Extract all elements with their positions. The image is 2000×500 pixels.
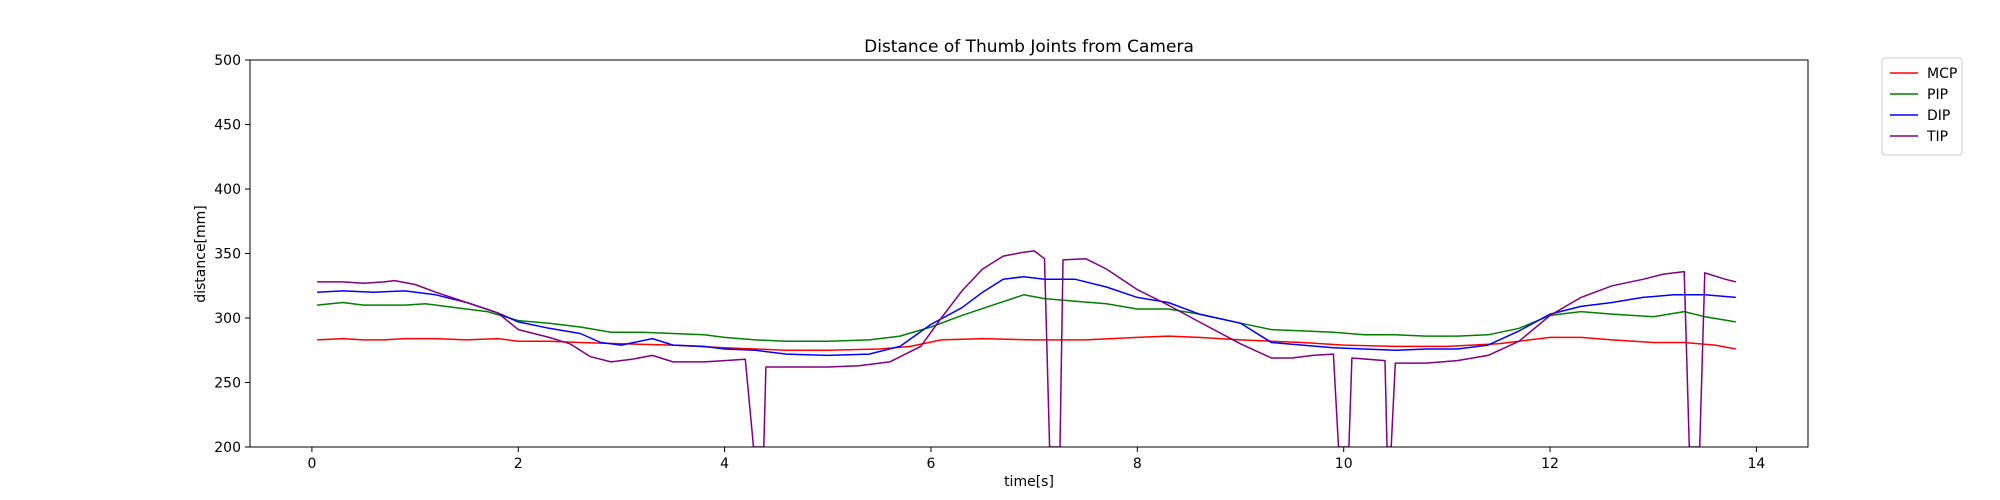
x-tick-label: 12 bbox=[1541, 456, 1559, 472]
y-axis: 200 250 300 350 400 450 500 bbox=[214, 53, 250, 456]
x-axis-label: time[s] bbox=[1004, 474, 1054, 490]
y-tick-label: 400 bbox=[214, 182, 241, 198]
series-line-dip bbox=[317, 275, 1736, 357]
y-tick-label: 250 bbox=[214, 376, 241, 392]
series-line-mcp bbox=[317, 335, 1736, 352]
x-tick-label: 2 bbox=[514, 456, 523, 472]
x-axis: 0 2 4 6 8 10 12 14 bbox=[307, 447, 1765, 472]
y-tick-label: 500 bbox=[214, 53, 241, 69]
y-tick-label: 300 bbox=[214, 311, 241, 327]
x-tick-label: 0 bbox=[307, 456, 316, 472]
legend-label-dip: DIP bbox=[1927, 108, 1950, 124]
x-tick-label: 6 bbox=[927, 456, 936, 472]
chart-title: Distance of Thumb Joints from Camera bbox=[864, 37, 1194, 57]
plot-area bbox=[317, 250, 1736, 447]
x-tick-label: 8 bbox=[1133, 456, 1142, 472]
plot-frame bbox=[249, 59, 1809, 448]
legend-box bbox=[1881, 57, 1963, 156]
legend-label-tip: TIP bbox=[1926, 129, 1948, 145]
x-tick-label: 4 bbox=[720, 456, 729, 472]
y-axis-label: distance[mm] bbox=[193, 205, 209, 303]
legend-label-mcp: MCP bbox=[1927, 66, 1957, 82]
y-tick-label: 450 bbox=[214, 118, 241, 134]
series-line-tip bbox=[317, 250, 1736, 447]
x-tick-label: 10 bbox=[1335, 456, 1353, 472]
x-tick-label: 14 bbox=[1747, 456, 1765, 472]
y-tick-label: 200 bbox=[214, 440, 241, 456]
y-tick-label: 350 bbox=[214, 247, 241, 263]
legend: MCP PIP DIP TIP bbox=[1881, 57, 1963, 156]
legend-label-pip: PIP bbox=[1927, 87, 1948, 103]
series-line-pip bbox=[317, 294, 1736, 342]
